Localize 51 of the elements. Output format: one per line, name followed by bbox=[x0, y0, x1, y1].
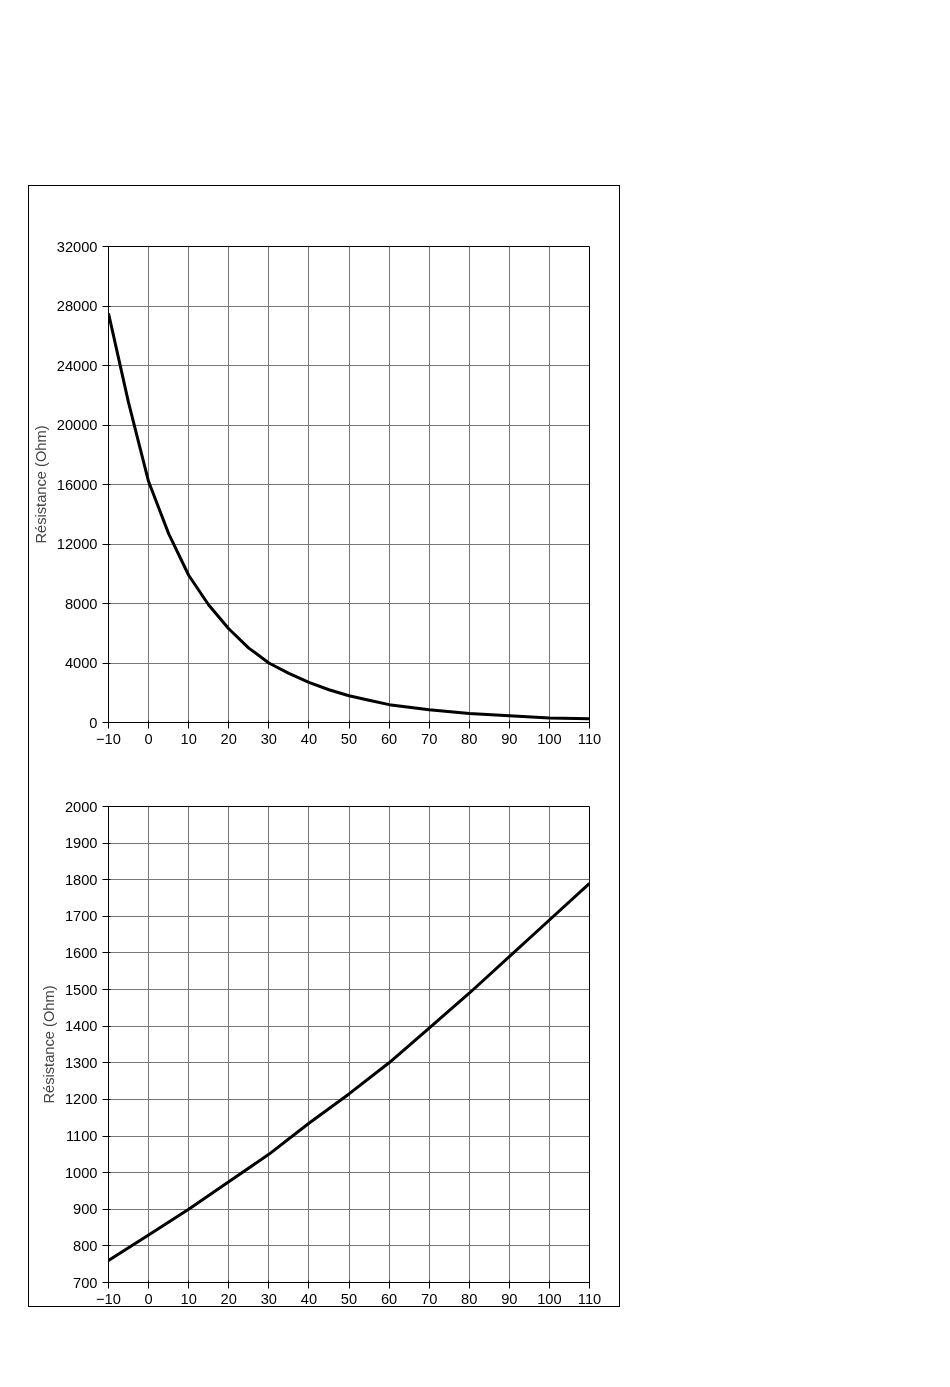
x-tick-label: −10 bbox=[96, 1290, 121, 1307]
y-tick-label: 8000 bbox=[64, 595, 98, 612]
y-tick-label: 1000 bbox=[64, 1164, 98, 1181]
y-tick-label: 24000 bbox=[56, 357, 98, 374]
y-tick-label: 12000 bbox=[56, 536, 98, 552]
y-tick-label: 4000 bbox=[64, 655, 98, 671]
y-tick-label: 1100 bbox=[65, 1128, 98, 1145]
x-tick-label: 50 bbox=[340, 1290, 358, 1307]
y-tick-label: 1400 bbox=[64, 1018, 98, 1035]
x-tick-label: 60 bbox=[380, 730, 398, 747]
x-tick-label: 0 bbox=[144, 1290, 153, 1307]
x-tick-label: 10 bbox=[180, 730, 197, 747]
y-axis-title: Résistance (Ohm) bbox=[32, 425, 49, 544]
x-tick-label: 40 bbox=[300, 1290, 318, 1307]
x-tick-label: 70 bbox=[421, 1290, 438, 1307]
x-tick-label: 100 bbox=[537, 1290, 562, 1307]
x-tick-label: 80 bbox=[461, 1290, 478, 1307]
y-tick-label: 28000 bbox=[56, 298, 98, 314]
y-tick-label: 1900 bbox=[64, 835, 98, 852]
x-tick-label: −10 bbox=[96, 730, 121, 747]
x-tick-label: 90 bbox=[501, 730, 518, 747]
y-tick-label: 1600 bbox=[64, 944, 98, 961]
x-tick-label: 90 bbox=[501, 1290, 518, 1307]
y-tick-label: 1800 bbox=[64, 871, 98, 888]
x-tick-label: 110 bbox=[577, 1290, 602, 1307]
y-tick-label: 32000 bbox=[56, 238, 98, 255]
y-axis-title: Résistance (Ohm) bbox=[40, 985, 57, 1104]
y-tick-label: 16000 bbox=[56, 476, 98, 493]
x-tick-label: 40 bbox=[300, 730, 318, 747]
x-tick-label: 10 bbox=[180, 1290, 197, 1307]
x-tick-label: 110 bbox=[577, 730, 602, 747]
x-tick-label: 30 bbox=[260, 1290, 277, 1307]
x-tick-label: 80 bbox=[461, 730, 478, 747]
x-tick-label: 70 bbox=[421, 730, 438, 747]
x-tick-label: 20 bbox=[220, 1290, 237, 1307]
x-tick-label: 30 bbox=[260, 730, 277, 747]
x-tick-label: 60 bbox=[380, 1290, 398, 1307]
y-tick-label: 1500 bbox=[64, 981, 98, 998]
y-tick-label: 900 bbox=[73, 1201, 98, 1218]
y-tick-label: 2000 bbox=[64, 798, 98, 815]
y-tick-label: 0 bbox=[89, 714, 98, 731]
y-tick-label: 1200 bbox=[64, 1091, 98, 1108]
y-tick-label: 1700 bbox=[64, 908, 98, 925]
y-tick-label: 700 bbox=[73, 1274, 98, 1291]
x-tick-label: 20 bbox=[220, 730, 237, 747]
x-tick-label: 100 bbox=[537, 730, 562, 747]
y-tick-label: 1300 bbox=[64, 1054, 98, 1071]
x-tick-label: 0 bbox=[144, 730, 153, 747]
y-tick-label: 20000 bbox=[56, 417, 98, 433]
x-tick-label: 50 bbox=[340, 730, 358, 747]
y-tick-label: 800 bbox=[73, 1237, 98, 1254]
